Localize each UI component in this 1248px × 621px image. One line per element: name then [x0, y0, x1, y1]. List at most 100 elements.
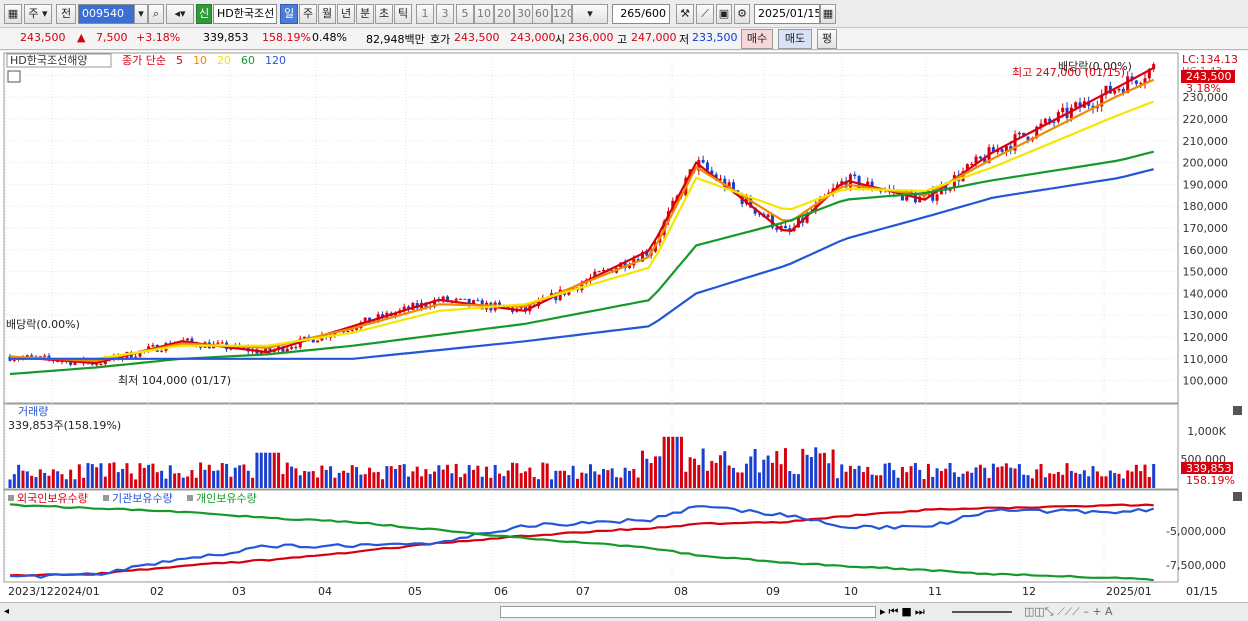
interval-tab-20[interactable]: 20	[494, 4, 514, 24]
change-pct: +3.18%	[136, 31, 181, 44]
volume-bar	[363, 474, 367, 488]
sell-button[interactable]: 매도	[778, 29, 812, 49]
volume-bar	[467, 465, 471, 488]
ma-line-20	[10, 100, 1155, 360]
volume-bar	[749, 456, 753, 488]
line-tool-icon[interactable]: ⟋	[696, 4, 714, 24]
zoom-slider[interactable]	[952, 611, 1012, 613]
eval-button[interactable]: 평	[817, 29, 837, 49]
menu-icon[interactable]: ▦	[4, 4, 22, 24]
period-tab-4[interactable]: 분	[356, 4, 374, 24]
scroll-left-icon[interactable]: ◂	[4, 606, 10, 617]
volume-bar	[415, 466, 419, 488]
chart-svg[interactable]: 100,000 110,000 120,000 130,000 140,000 150,0…	[0, 51, 1248, 621]
candle-body	[1022, 132, 1026, 137]
volume-bar	[77, 464, 81, 488]
interval-tab-5[interactable]: 5	[456, 4, 474, 24]
volume-bar	[21, 470, 25, 488]
interval-tab-10[interactable]: 10	[474, 4, 494, 24]
new-tag[interactable]: 신	[196, 4, 212, 24]
y-tick-label: 120,000	[1183, 331, 1229, 344]
period-tab-2[interactable]: 월	[318, 4, 336, 24]
candle-body	[1039, 123, 1043, 127]
volume-bar	[567, 475, 571, 488]
candle-body	[402, 306, 406, 311]
period-tab-5[interactable]: 초	[375, 4, 393, 24]
scroll-thumb[interactable]	[500, 606, 876, 618]
calendar-icon[interactable]: ▦	[820, 4, 836, 24]
save-icon[interactable]: ▣	[716, 4, 732, 24]
search-icon[interactable]: ⌕	[148, 4, 164, 24]
volume-bar	[614, 477, 618, 488]
buy-button[interactable]: 매수	[741, 29, 773, 49]
volume-bar	[311, 471, 315, 488]
volume-bar	[359, 474, 363, 488]
interval-tab-120[interactable]: 120	[552, 4, 572, 24]
volume-bar	[809, 457, 813, 488]
period-tab-6[interactable]: 틱	[394, 4, 412, 24]
volume-bar	[588, 464, 592, 488]
candle-body	[627, 265, 631, 268]
volume-bar	[597, 474, 601, 488]
candle-body	[186, 338, 190, 341]
count-field[interactable]: 265/600	[612, 4, 670, 24]
volume-bar	[216, 470, 220, 488]
gear-icon[interactable]: ⚙	[734, 4, 750, 24]
volume-bar	[874, 475, 878, 488]
period-tab-1[interactable]: 주	[299, 4, 317, 24]
candle-body	[216, 342, 220, 344]
date-input[interactable]: 2025/01/15	[754, 4, 820, 24]
scroll-bar[interactable]: ◂ ▸⏮■⏭ ◫◫⤡ ⟋⟋⟋ – + A	[0, 602, 1248, 621]
y-tick-label: 160,000	[1183, 244, 1229, 257]
volume-bar	[142, 467, 146, 488]
candle-body	[753, 207, 757, 214]
candle-body	[727, 182, 731, 189]
interval-tab-3[interactable]: 3	[436, 4, 454, 24]
candle-body	[25, 355, 29, 358]
volume-bar	[381, 479, 385, 488]
change-value: 7,500	[96, 31, 128, 44]
code-input[interactable]: 009540	[78, 4, 136, 24]
interval-tab-60[interactable]: 60	[532, 4, 552, 24]
speaker-icon[interactable]: ◂▾	[166, 4, 194, 24]
volume-bar	[801, 448, 805, 488]
candle-body	[95, 364, 99, 366]
stock-name-field[interactable]: HD한국조선	[213, 4, 277, 24]
interval-tab-30[interactable]: 30	[514, 4, 534, 24]
volume-bar	[34, 477, 38, 488]
x-axis: 2023/12 2024/01 02 03 04 05 06 07 08 09 10 11 12 2025…	[8, 585, 1218, 598]
interval-dropdown[interactable]: ▾	[572, 4, 608, 24]
volume-bar	[601, 468, 605, 488]
table-icon[interactable]	[7, 70, 21, 83]
period-select[interactable]: 주 ▾	[24, 4, 52, 24]
volume-bar	[913, 463, 917, 488]
volume-bar	[519, 473, 523, 488]
chart-area[interactable]: 100,000 110,000 120,000 130,000 140,000 150,0…	[0, 51, 1248, 621]
volume-bar	[407, 476, 411, 488]
volume-bar	[220, 463, 224, 488]
playback-controls[interactable]: ▸⏮■⏭	[880, 605, 928, 618]
candle-body	[1013, 134, 1017, 151]
volume-bar	[233, 467, 237, 488]
candle-body	[1052, 121, 1056, 123]
volume-bar	[944, 468, 948, 488]
tool-icon[interactable]: ⚒	[676, 4, 694, 24]
volume-bar	[1117, 473, 1121, 488]
volume-bar	[1035, 469, 1039, 488]
volume-bar	[814, 447, 818, 488]
code-dropdown-icon[interactable]: ▾	[134, 4, 148, 24]
volume-close-icon[interactable]	[1233, 406, 1242, 415]
candle-body	[840, 181, 844, 185]
volume-bar	[701, 448, 705, 488]
period-tab-3[interactable]: 년	[337, 4, 355, 24]
holdings-close-icon[interactable]	[1233, 492, 1242, 501]
prev-button[interactable]: 전	[56, 4, 76, 24]
volume-bar	[861, 472, 865, 488]
zoom-controls[interactable]: ◫◫⤡ ⟋⟋⟋ – + A	[1024, 605, 1113, 618]
volume-bar	[835, 478, 839, 488]
interval-tab-1[interactable]: 1	[416, 4, 434, 24]
volume-bar	[1043, 477, 1047, 488]
volume-bar	[1134, 464, 1138, 488]
candle-body	[970, 163, 974, 165]
period-tab-0[interactable]: 일	[280, 4, 298, 24]
